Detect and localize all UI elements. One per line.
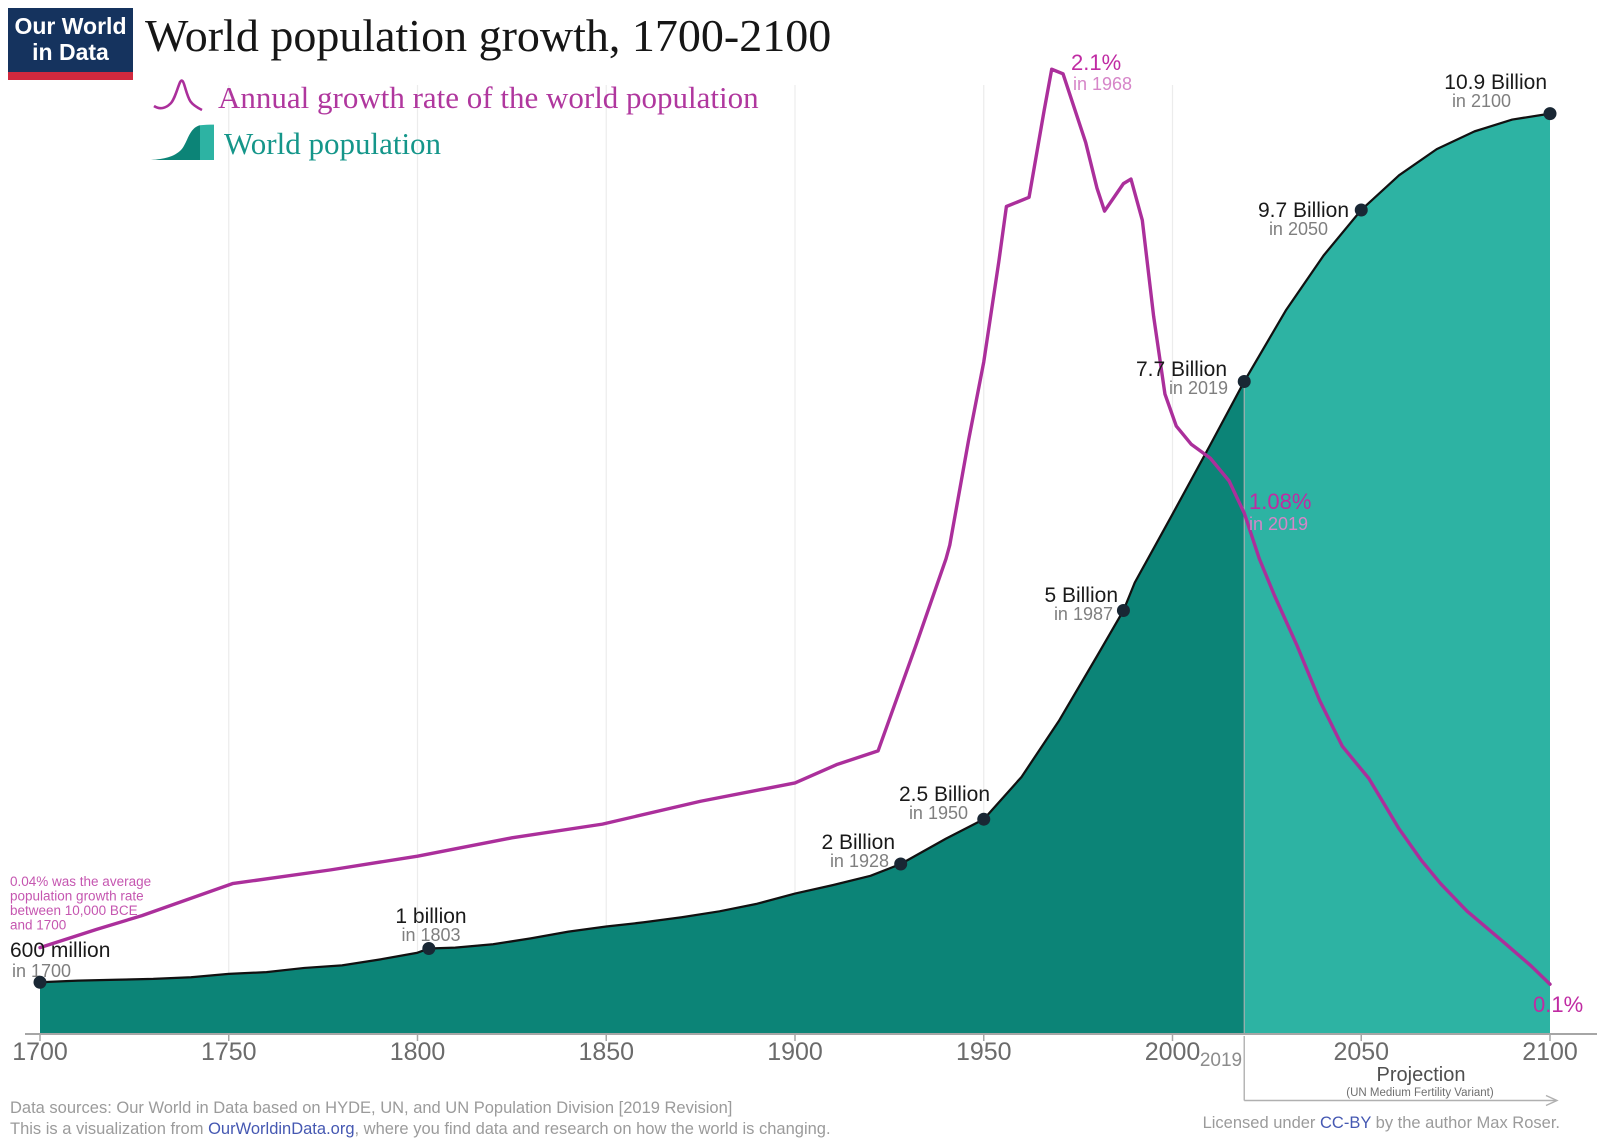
data-point-5-billion (1116, 604, 1130, 617)
annotation-1-billion-value: 1 billion (395, 905, 466, 928)
owid-link[interactable]: OurWorldinData.org (208, 1120, 355, 1138)
x-tick-label-2100: 2100 (1522, 1038, 1578, 1066)
legend-item-population: World population (150, 120, 441, 167)
x-tick-label-2000: 2000 (1145, 1038, 1201, 1066)
population-line (39, 112, 1551, 984)
annotation-1-08-pct-value: 1.08% (1249, 489, 1311, 514)
annotation-2-5-billion-value: 2.5 Billion (899, 783, 990, 806)
footer-license-suffix: by the author Max Roser. (1371, 1114, 1560, 1132)
footer-data-sources: Data sources: Our World in Data based on… (10, 1099, 733, 1117)
annotation-9-7-billion-year: in 2050 (1269, 219, 1328, 239)
cc-by-link[interactable]: CC-BY (1320, 1114, 1372, 1132)
data-point-2-billion (894, 857, 908, 871)
projection-label: Projection (1377, 1064, 1466, 1086)
owid-logo[interactable]: Our World in Data (8, 8, 133, 80)
population-area-projection (1244, 113, 1550, 1033)
x-tick-label-1700: 1700 (12, 1038, 68, 1066)
legend-item-growth-rate: Annual growth rate of the world populati… (152, 76, 759, 119)
data-point-9-7-billion (1354, 203, 1368, 217)
data-point-600-million (33, 975, 47, 989)
annotation-7-7-billion-year: in 2019 (1169, 378, 1228, 398)
x-tick-label-2050: 2050 (1333, 1038, 1389, 1066)
annotation-avg-note-line-2: population growth rate (10, 889, 144, 904)
legend-growth-label: Annual growth rate of the world populati… (218, 79, 759, 115)
population-area (40, 381, 1245, 1033)
annotation-2-1-pct-value: 2.1% (1071, 50, 1121, 75)
growth-rate-curve-icon (152, 76, 208, 119)
annotation-avg-note-line-3: between 10,000 BCE (10, 903, 138, 918)
annotation-avg-note-line-4: and 1700 (10, 918, 66, 933)
annotation-5-billion-value: 5 Billion (1044, 584, 1118, 607)
annotation-9-7-billion-value: 9.7 Billion (1258, 199, 1349, 222)
annotation-10-9-billion-year: in 2100 (1452, 91, 1511, 111)
chart-title: World population growth, 1700-2100 (145, 10, 832, 61)
data-point-1-billion (422, 942, 436, 955)
annotation-2-billion-value: 2 Billion (821, 831, 895, 854)
footer-attribution: Data sources: Our World in Data based on… (10, 1098, 831, 1140)
footer-license: Licensed under CC-BY by the author Max R… (1203, 1114, 1560, 1133)
annotation-avg-note-line-1: 0.04% was the average (10, 874, 151, 889)
x-tick-label-1800: 1800 (390, 1038, 446, 1066)
footer-viz-prefix: This is a visualization from (10, 1120, 209, 1138)
annotation-0-1-pct-value: 0.1% (1533, 992, 1583, 1017)
projection-start-year-label: 2019 (1200, 1050, 1242, 1071)
annotation-2-billion-year: in 1928 (830, 851, 889, 871)
annotation-1-08-pct-year: in 2019 (1249, 514, 1308, 534)
owid-logo-line2: in Data (32, 39, 109, 65)
projection-sublabel: (UN Medium Fertility Variant) (1346, 1087, 1494, 1099)
x-tick-label-1750: 1750 (201, 1038, 257, 1066)
annotation-5-billion-year: in 1987 (1054, 604, 1113, 624)
annotation-10-9-billion-value: 10.9 Billion (1444, 71, 1547, 94)
annotation-600-million-year: in 1700 (12, 961, 71, 981)
population-area-icon (150, 120, 216, 167)
owid-logo-line1: Our World (14, 13, 127, 39)
x-tick-label-1950: 1950 (956, 1038, 1012, 1066)
data-point-10-9-billion (1543, 107, 1557, 121)
growth-rate-line (38, 67, 1552, 986)
footer-license-prefix: Licensed under (1202, 1114, 1321, 1132)
annotation-1-billion-year: in 1803 (401, 925, 460, 945)
annotation-2-1-pct-year: in 1968 (1073, 74, 1132, 94)
annotation-2-5-billion-year: in 1950 (909, 803, 968, 823)
annotation-600-million-value: 600 million (10, 939, 110, 962)
x-tick-label-1850: 1850 (578, 1038, 634, 1066)
data-point-2-5-billion (977, 812, 991, 826)
projection-arrowhead-icon (1545, 1094, 1559, 1107)
legend-population-label: World population (224, 125, 442, 161)
footer-visualization-line: This is a visualization from OurWorldinD… (10, 1119, 831, 1140)
data-point-7-7-billion (1237, 375, 1251, 389)
x-tick-label-1900: 1900 (767, 1038, 823, 1066)
annotation-7-7-billion-value: 7.7 Billion (1136, 358, 1227, 381)
footer-viz-suffix: , where you find data and research on ho… (354, 1120, 831, 1138)
